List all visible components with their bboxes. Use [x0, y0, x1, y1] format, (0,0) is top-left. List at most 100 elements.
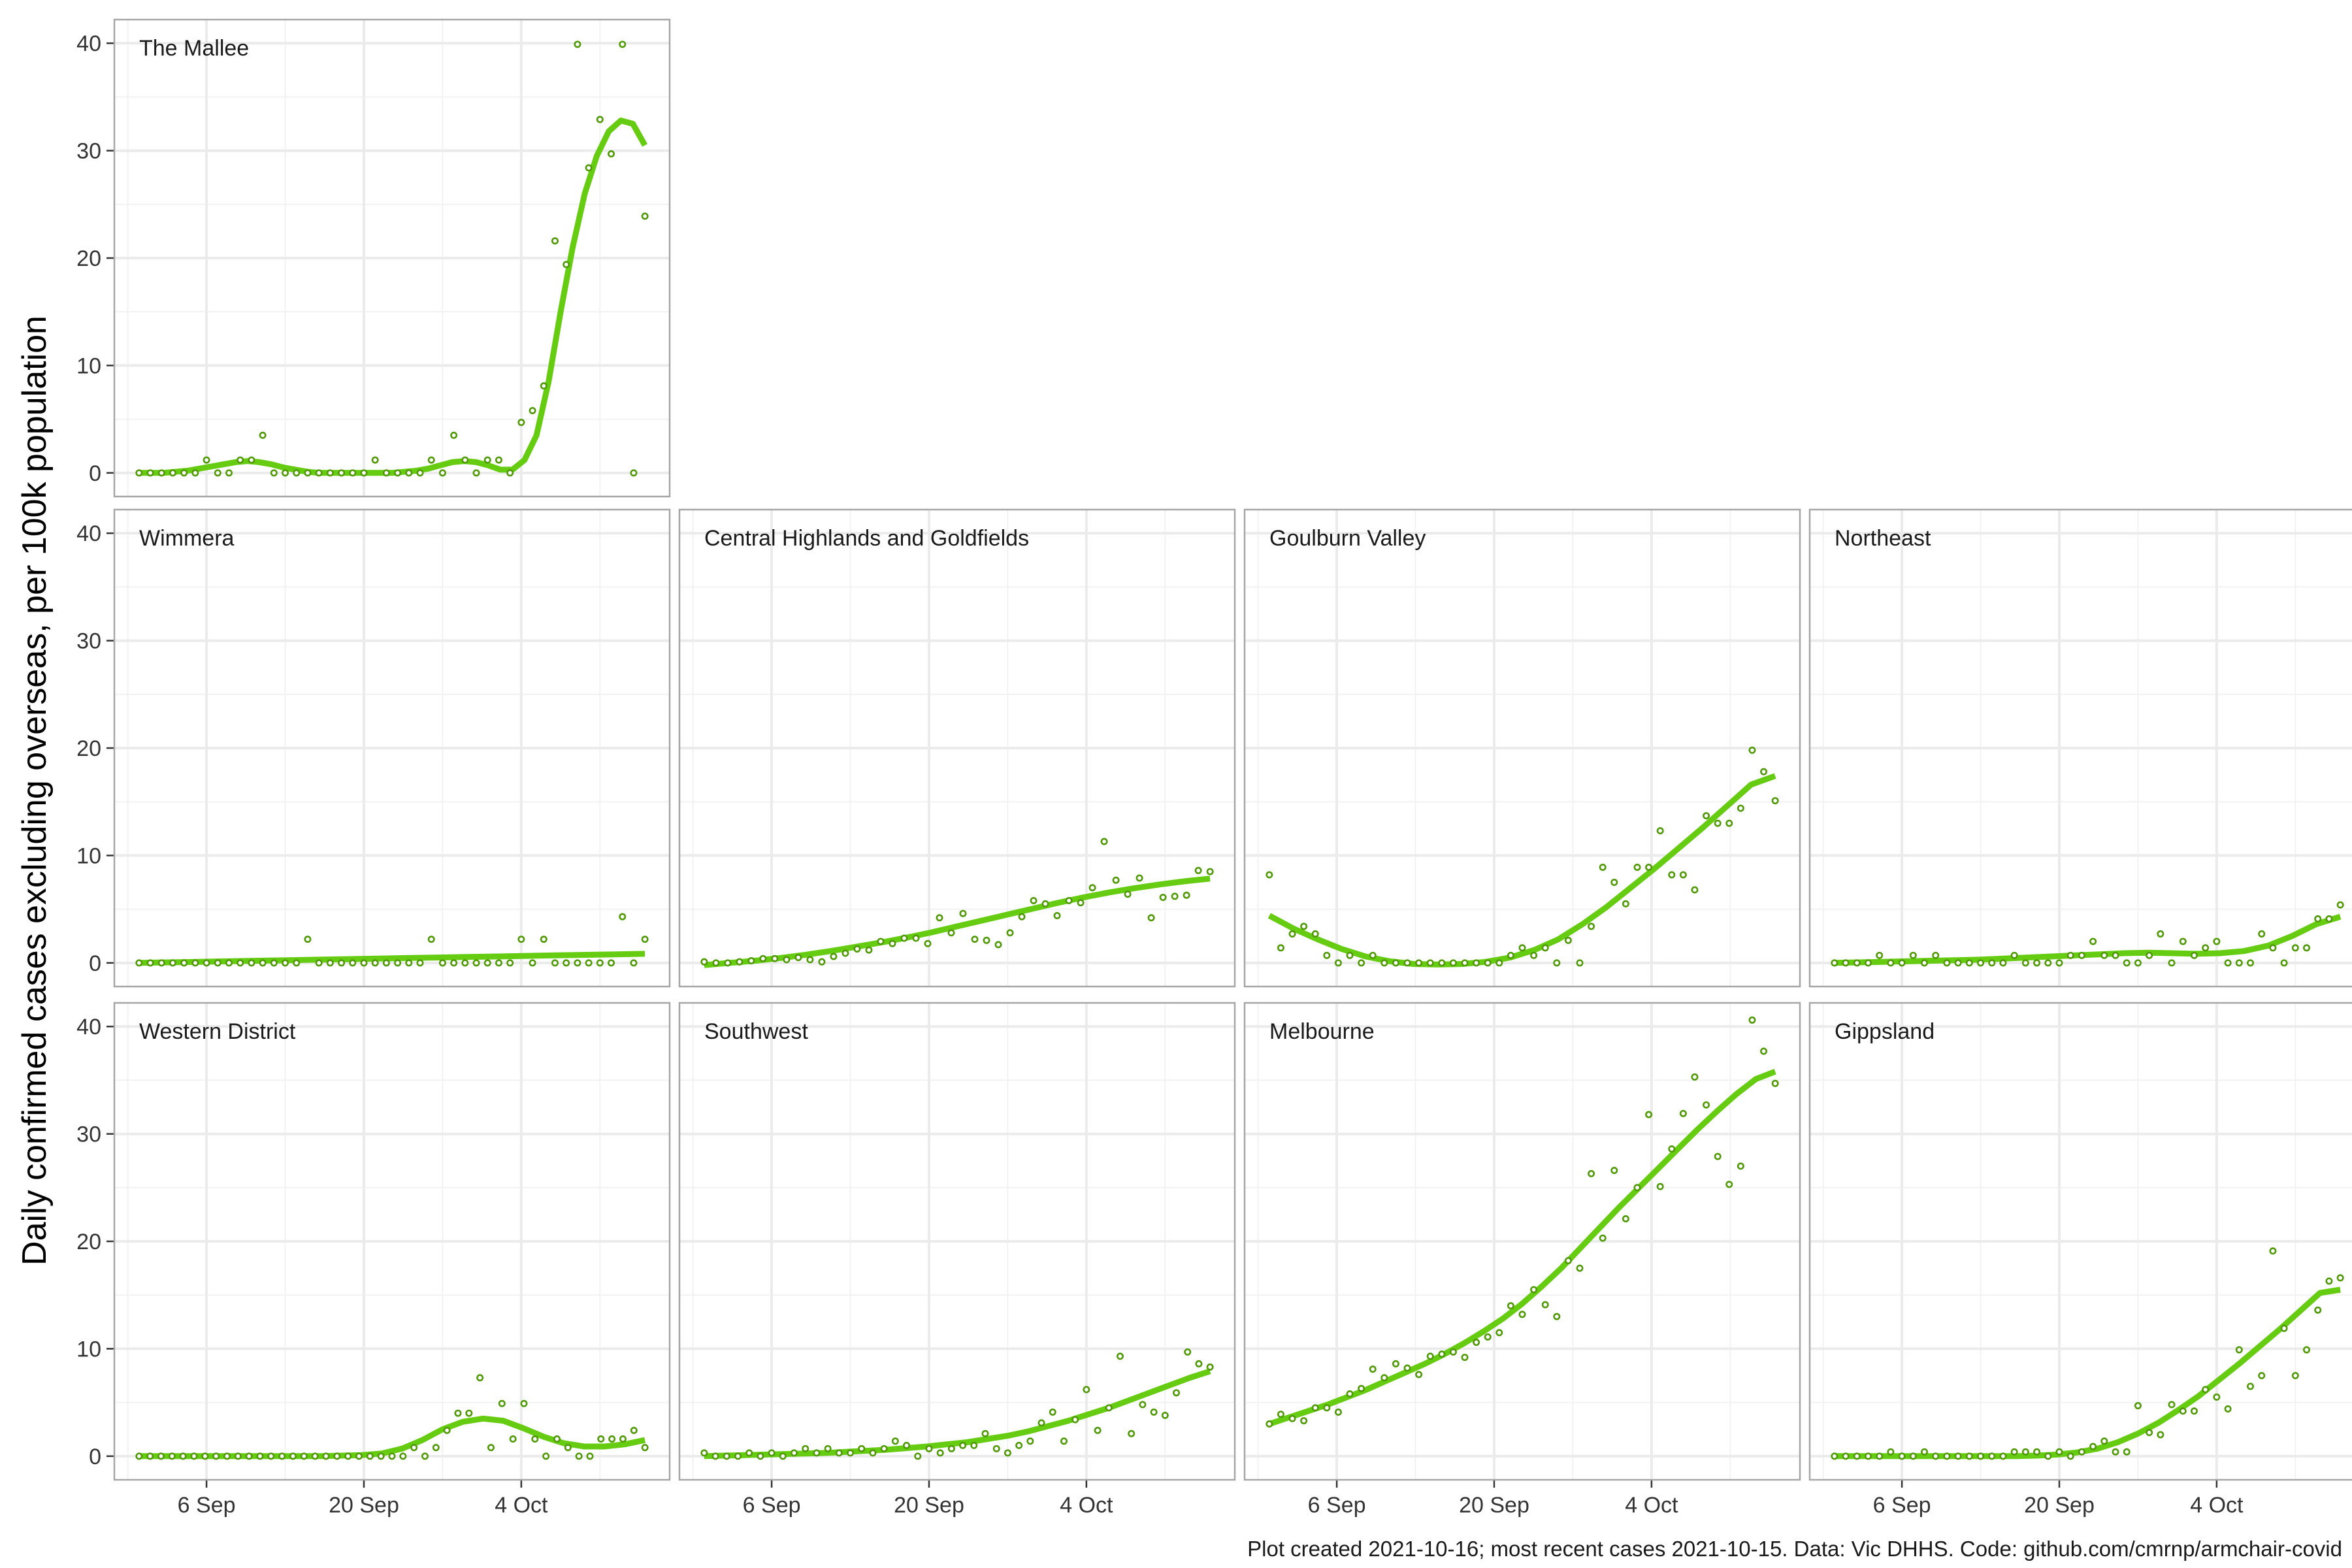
data-point	[1507, 951, 1514, 959]
data-point	[214, 469, 221, 477]
data-point	[1206, 868, 1214, 875]
data-point	[2314, 1306, 2322, 1314]
data-point	[2055, 1448, 2063, 1456]
data-point	[1864, 959, 1872, 967]
data-point	[349, 469, 357, 477]
data-point	[1564, 936, 1572, 944]
y-tick-label: 0	[89, 951, 101, 976]
data-point	[248, 959, 255, 967]
trend-line	[704, 1368, 1211, 1460]
data-point	[1703, 1101, 1710, 1109]
data-point	[745, 1449, 753, 1457]
data-point	[1965, 1452, 1973, 1460]
data-point	[326, 469, 334, 477]
data-point	[2089, 938, 2097, 945]
data-point	[2235, 1346, 2243, 1354]
panel-the-mallee: The Mallee	[113, 18, 671, 498]
data-point	[135, 469, 143, 477]
trend-line	[1268, 1069, 1776, 1427]
x-tick-label: 20 Sep	[894, 1493, 964, 1518]
data-point	[1449, 1348, 1457, 1356]
data-point	[443, 1426, 451, 1434]
x-tick-label: 6 Sep	[743, 1493, 801, 1518]
data-point	[1161, 1411, 1169, 1419]
data-point	[563, 959, 570, 967]
data-point	[1030, 896, 1037, 904]
data-point	[214, 959, 221, 967]
data-point	[1714, 1152, 1722, 1160]
panel-title: Melbourne	[1269, 1019, 1375, 1044]
data-point	[1358, 959, 1365, 967]
data-point	[472, 469, 480, 477]
data-point	[2190, 951, 2198, 959]
data-point	[180, 959, 188, 967]
data-point	[1484, 1333, 1492, 1341]
data-point	[992, 1445, 1000, 1452]
data-point	[1943, 959, 1951, 967]
data-point	[2325, 915, 2333, 923]
data-point	[1518, 1311, 1526, 1318]
panel-border	[113, 18, 671, 498]
data-point	[2314, 915, 2322, 923]
data-point	[517, 936, 525, 943]
data-point	[529, 406, 536, 414]
data-point	[2291, 944, 2299, 952]
data-point	[1094, 1426, 1102, 1434]
data-point	[1541, 1301, 1549, 1309]
data-point	[191, 469, 199, 477]
data-point	[2078, 1448, 2085, 1456]
data-point	[1495, 959, 1503, 967]
data-point	[1380, 959, 1388, 967]
data-point	[1622, 1215, 1629, 1222]
data-point	[1112, 876, 1120, 884]
panel-title: Southwest	[704, 1019, 808, 1044]
data-point	[1703, 812, 1710, 820]
data-point	[1473, 1339, 1480, 1347]
trend-line	[139, 1415, 646, 1460]
data-point	[1088, 884, 1096, 892]
panel-southwest: Southwest	[678, 1002, 1236, 1481]
data-point	[2044, 1452, 2052, 1460]
data-point	[1173, 1389, 1181, 1397]
data-point	[2280, 1324, 2288, 1332]
data-point	[2224, 959, 2232, 967]
y-axis-label: Daily confirmed cases excluding overseas…	[16, 316, 54, 1266]
y-tick-label: 0	[89, 461, 101, 486]
data-point	[2291, 1372, 2299, 1380]
data-point	[1576, 1264, 1584, 1272]
data-point	[1771, 797, 1779, 805]
data-point	[212, 1452, 220, 1460]
panel-northeast: Northeast	[1808, 508, 2352, 988]
data-point	[970, 1441, 978, 1449]
data-point	[498, 1399, 506, 1407]
data-point	[1691, 1073, 1699, 1081]
data-point	[2168, 1401, 2176, 1409]
data-point	[2021, 1448, 2029, 1456]
data-point	[619, 913, 627, 921]
data-point	[322, 1452, 330, 1460]
data-point	[344, 1452, 352, 1460]
data-point	[2224, 1405, 2232, 1413]
data-point	[270, 959, 278, 967]
data-point	[1725, 819, 1733, 827]
data-point	[333, 1452, 341, 1460]
data-point	[416, 959, 424, 967]
data-point	[282, 469, 289, 477]
data-point	[1599, 864, 1607, 872]
data-point	[2112, 951, 2119, 959]
data-point	[1277, 1411, 1284, 1418]
data-point	[1977, 959, 1985, 967]
data-point	[585, 959, 593, 967]
data-point	[1300, 923, 1308, 930]
data-point	[1622, 900, 1629, 907]
data-point	[575, 1452, 583, 1460]
data-point	[371, 959, 379, 967]
data-point	[1184, 1348, 1192, 1356]
data-point	[853, 945, 861, 953]
data-point	[338, 959, 346, 967]
data-point	[267, 1452, 275, 1460]
x-tick-label: 4 Oct	[1060, 1493, 1113, 1518]
panel-title: The Mallee	[139, 36, 249, 61]
data-point	[1842, 959, 1850, 967]
data-point	[1932, 951, 1940, 959]
